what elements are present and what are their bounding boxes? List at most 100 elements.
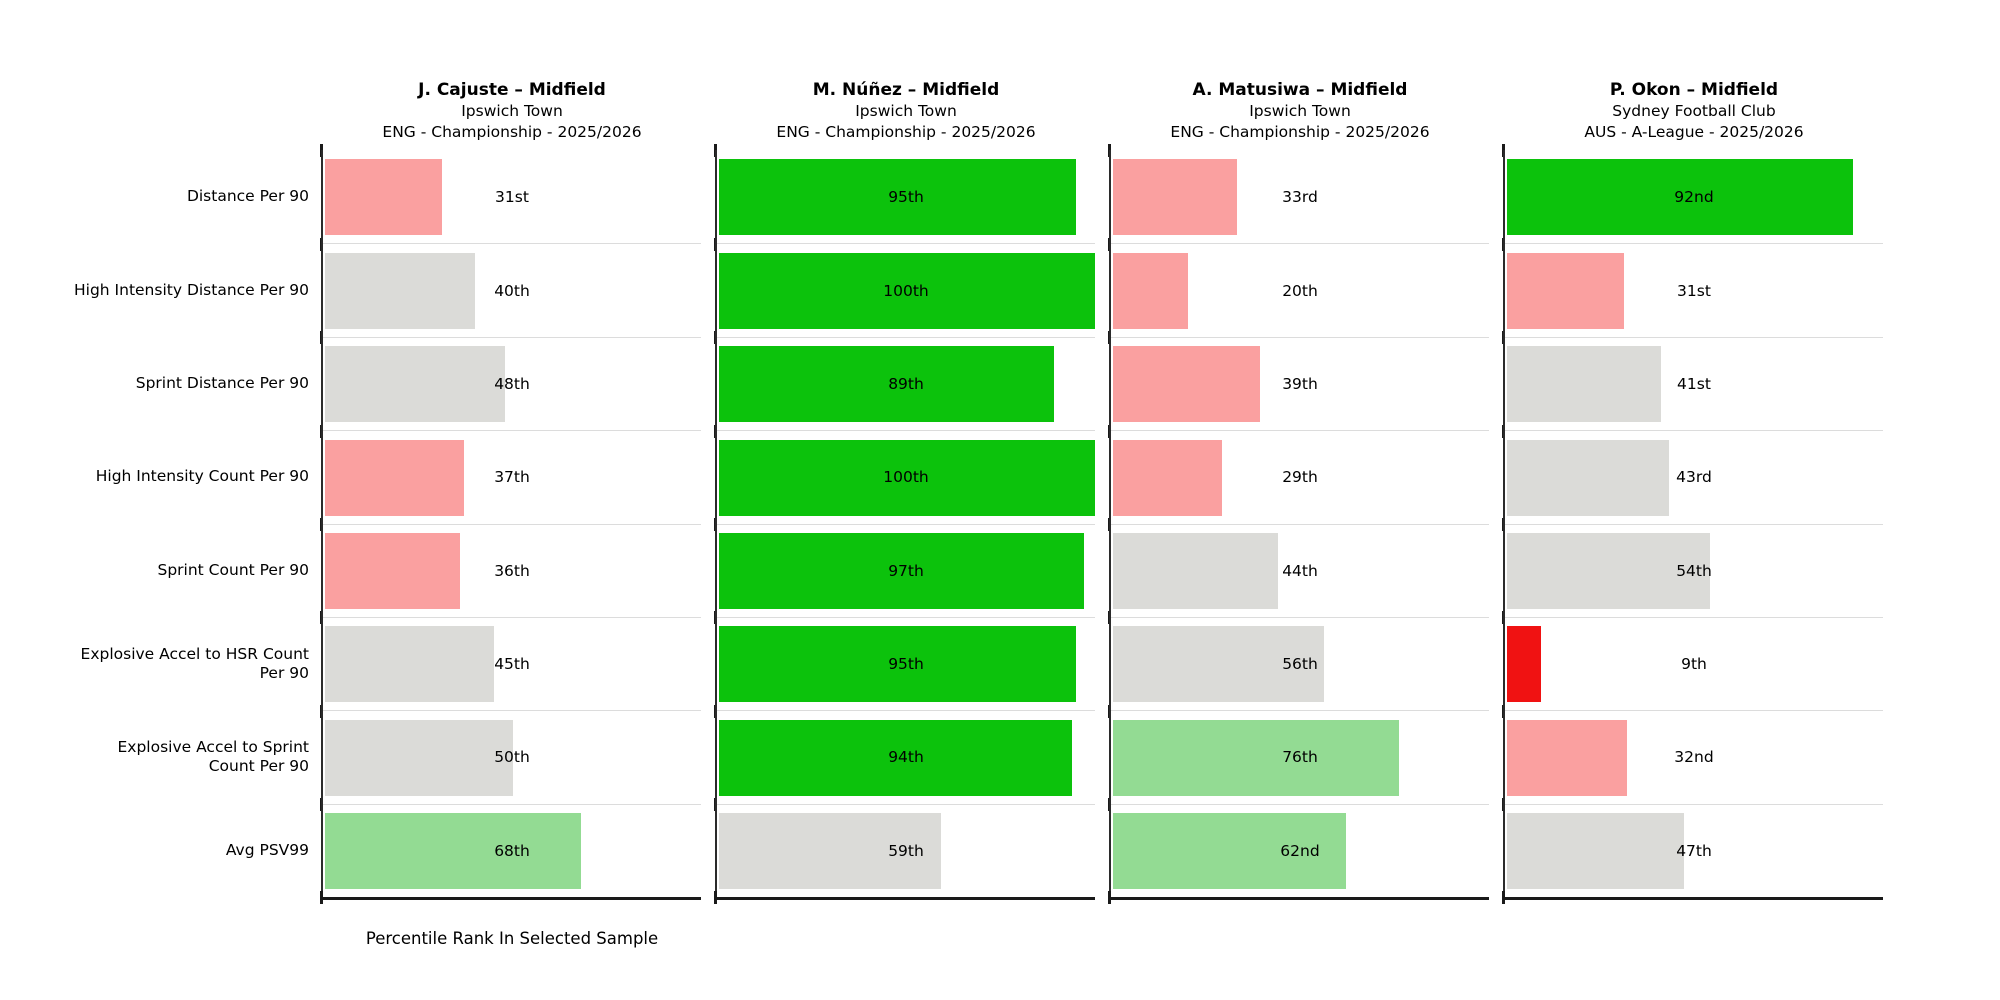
- chart-row: 95th: [714, 143, 1095, 243]
- player-competition: ENG - Championship - 2025/2026: [382, 122, 642, 141]
- metric-label-column: Distance Per 90 High Intensity Distance …: [0, 150, 316, 897]
- player-team: Ipswich Town: [461, 102, 563, 120]
- player-panel-okon: P. Okon – Midfield Sydney Football Club …: [1502, 80, 1883, 904]
- percentile-bar: [1113, 346, 1260, 423]
- chart-row: 54th: [1502, 517, 1883, 617]
- percentile-value-label: 68th: [494, 841, 530, 860]
- chart-row: 9th: [1502, 611, 1883, 710]
- chart-row: 32nd: [1502, 704, 1883, 803]
- percentile-bar: [1507, 346, 1662, 423]
- percentile-value-label: 43rd: [1676, 468, 1712, 487]
- chart-row: 31st: [320, 143, 701, 243]
- chart-row: 33rd: [1108, 143, 1489, 243]
- metric-label: High Intensity Distance Per 90: [74, 280, 309, 299]
- percentile-value-label: 59th: [888, 841, 924, 860]
- percentile-bar: [719, 158, 1077, 235]
- metric-label: Explosive Accel to Sprint Count Per 90: [117, 737, 309, 775]
- percentile-bar: [1113, 158, 1238, 235]
- percentile-value-label: 94th: [888, 748, 924, 767]
- percentile-bar: [1113, 719, 1399, 796]
- percentile-bar: [719, 346, 1054, 423]
- percentile-value-label: 44th: [1282, 561, 1318, 580]
- y-axis-spine: [1109, 150, 1111, 897]
- percentile-bar: [325, 346, 506, 423]
- percentile-value-label: 50th: [494, 748, 530, 767]
- percentile-value-label: 100th: [883, 468, 929, 487]
- chart-row: 40th: [320, 237, 701, 336]
- percentile-value-label: 32nd: [1674, 748, 1714, 767]
- metric-label: Avg PSV99: [225, 840, 309, 859]
- percentile-bar: [1113, 626, 1324, 703]
- percentile-bar: [1507, 158, 1853, 235]
- percentile-bar: [325, 626, 495, 703]
- percentile-bar: [719, 533, 1084, 609]
- percentile-value-label: 36th: [494, 561, 530, 580]
- percentile-value-label: 40th: [494, 281, 530, 300]
- x-axis-spine: [1503, 897, 1883, 900]
- chart-row: 100th: [714, 237, 1095, 336]
- chart-row: 48th: [320, 331, 701, 430]
- percentile-value-label: 37th: [494, 468, 530, 487]
- player-team: Ipswich Town: [1249, 102, 1351, 120]
- y-axis-spine: [321, 150, 323, 897]
- panel-rows: 92nd 31st 41st 43rd 54th 9th 32nd 47th: [1502, 143, 1883, 897]
- player-name: M. Núñez – Midfield: [812, 80, 1000, 100]
- percentile-bar: [1507, 533, 1711, 609]
- percentile-bar: [325, 252, 476, 329]
- x-axis-spine: [1109, 897, 1489, 900]
- percentile-value-label: 41st: [1677, 374, 1711, 393]
- percentile-value-label: 97th: [888, 561, 924, 580]
- percentile-value-label: 100th: [883, 281, 929, 300]
- player-panel-cajuste: J. Cajuste – Midfield Ipswich Town ENG -…: [320, 80, 701, 904]
- x-axis-spine: [715, 897, 1095, 900]
- panel-header: M. Núñez – Midfield Ipswich Town ENG - C…: [657, 80, 1155, 142]
- chart-row: 37th: [320, 424, 701, 523]
- chart-row: 76th: [1108, 704, 1489, 803]
- player-competition: AUS - A-League - 2025/2026: [1584, 122, 1804, 141]
- percentile-bar: [1507, 252, 1624, 329]
- percentile-value-label: 39th: [1282, 374, 1318, 393]
- percentile-bar: [1507, 813, 1684, 890]
- chart-row: 44th: [1108, 517, 1489, 617]
- percentile-value-label: 48th: [494, 374, 530, 393]
- chart-row: 20th: [1108, 237, 1489, 336]
- percentile-value-label: 56th: [1282, 655, 1318, 674]
- percentile-value-label: 62nd: [1280, 841, 1320, 860]
- chart-row: 47th: [1502, 798, 1883, 897]
- percentile-value-label: 31st: [1677, 281, 1711, 300]
- percentile-value-label: 9th: [1681, 655, 1707, 674]
- x-axis-spine: [321, 897, 701, 900]
- percentile-value-label: 33rd: [1282, 187, 1318, 206]
- percentile-value-label: 31st: [495, 187, 529, 206]
- player-name: P. Okon – Midfield: [1609, 80, 1779, 100]
- player-competition: ENG - Championship - 2025/2026: [1170, 122, 1430, 141]
- player-team: Sydney Football Club: [1612, 102, 1776, 120]
- metric-label: Sprint Count Per 90: [157, 560, 310, 579]
- chart-row: 68th: [320, 798, 701, 897]
- percentile-value-label: 89th: [888, 374, 924, 393]
- percentile-bar: [1113, 252, 1189, 329]
- percentile-value-label: 45th: [494, 655, 530, 674]
- metric-label: Distance Per 90: [186, 187, 309, 206]
- chart-row: 29th: [1108, 424, 1489, 523]
- metric-label: Sprint Distance Per 90: [135, 373, 309, 392]
- percentile-value-label: 95th: [888, 655, 924, 674]
- percentile-bar: [325, 813, 581, 890]
- percentile-value-label: 92nd: [1674, 187, 1714, 206]
- percentile-value-label: 95th: [888, 187, 924, 206]
- metric-label: Explosive Accel to HSR Count Per 90: [80, 644, 309, 682]
- panel-rows: 31st 40th 48th 37th 36th 45th 50th 68th: [320, 143, 701, 897]
- percentile-bar: [1113, 813, 1347, 890]
- percentile-bar: [1113, 439, 1223, 516]
- player-panel-nunez: M. Núñez – Midfield Ipswich Town ENG - C…: [714, 80, 1095, 904]
- percentile-value-label: 47th: [1676, 841, 1712, 860]
- chart-row: 56th: [1108, 611, 1489, 710]
- x-axis-label: Percentile Rank In Selected Sample: [365, 929, 659, 948]
- chart-row: 41st: [1502, 331, 1883, 430]
- player-panel-matusiwa: A. Matusiwa – Midfield Ipswich Town ENG …: [1108, 80, 1489, 904]
- percentile-bar: [325, 158, 442, 235]
- percentile-value-label: 76th: [1282, 748, 1318, 767]
- chart-row: 45th: [320, 611, 701, 710]
- y-axis-spine: [1503, 150, 1505, 897]
